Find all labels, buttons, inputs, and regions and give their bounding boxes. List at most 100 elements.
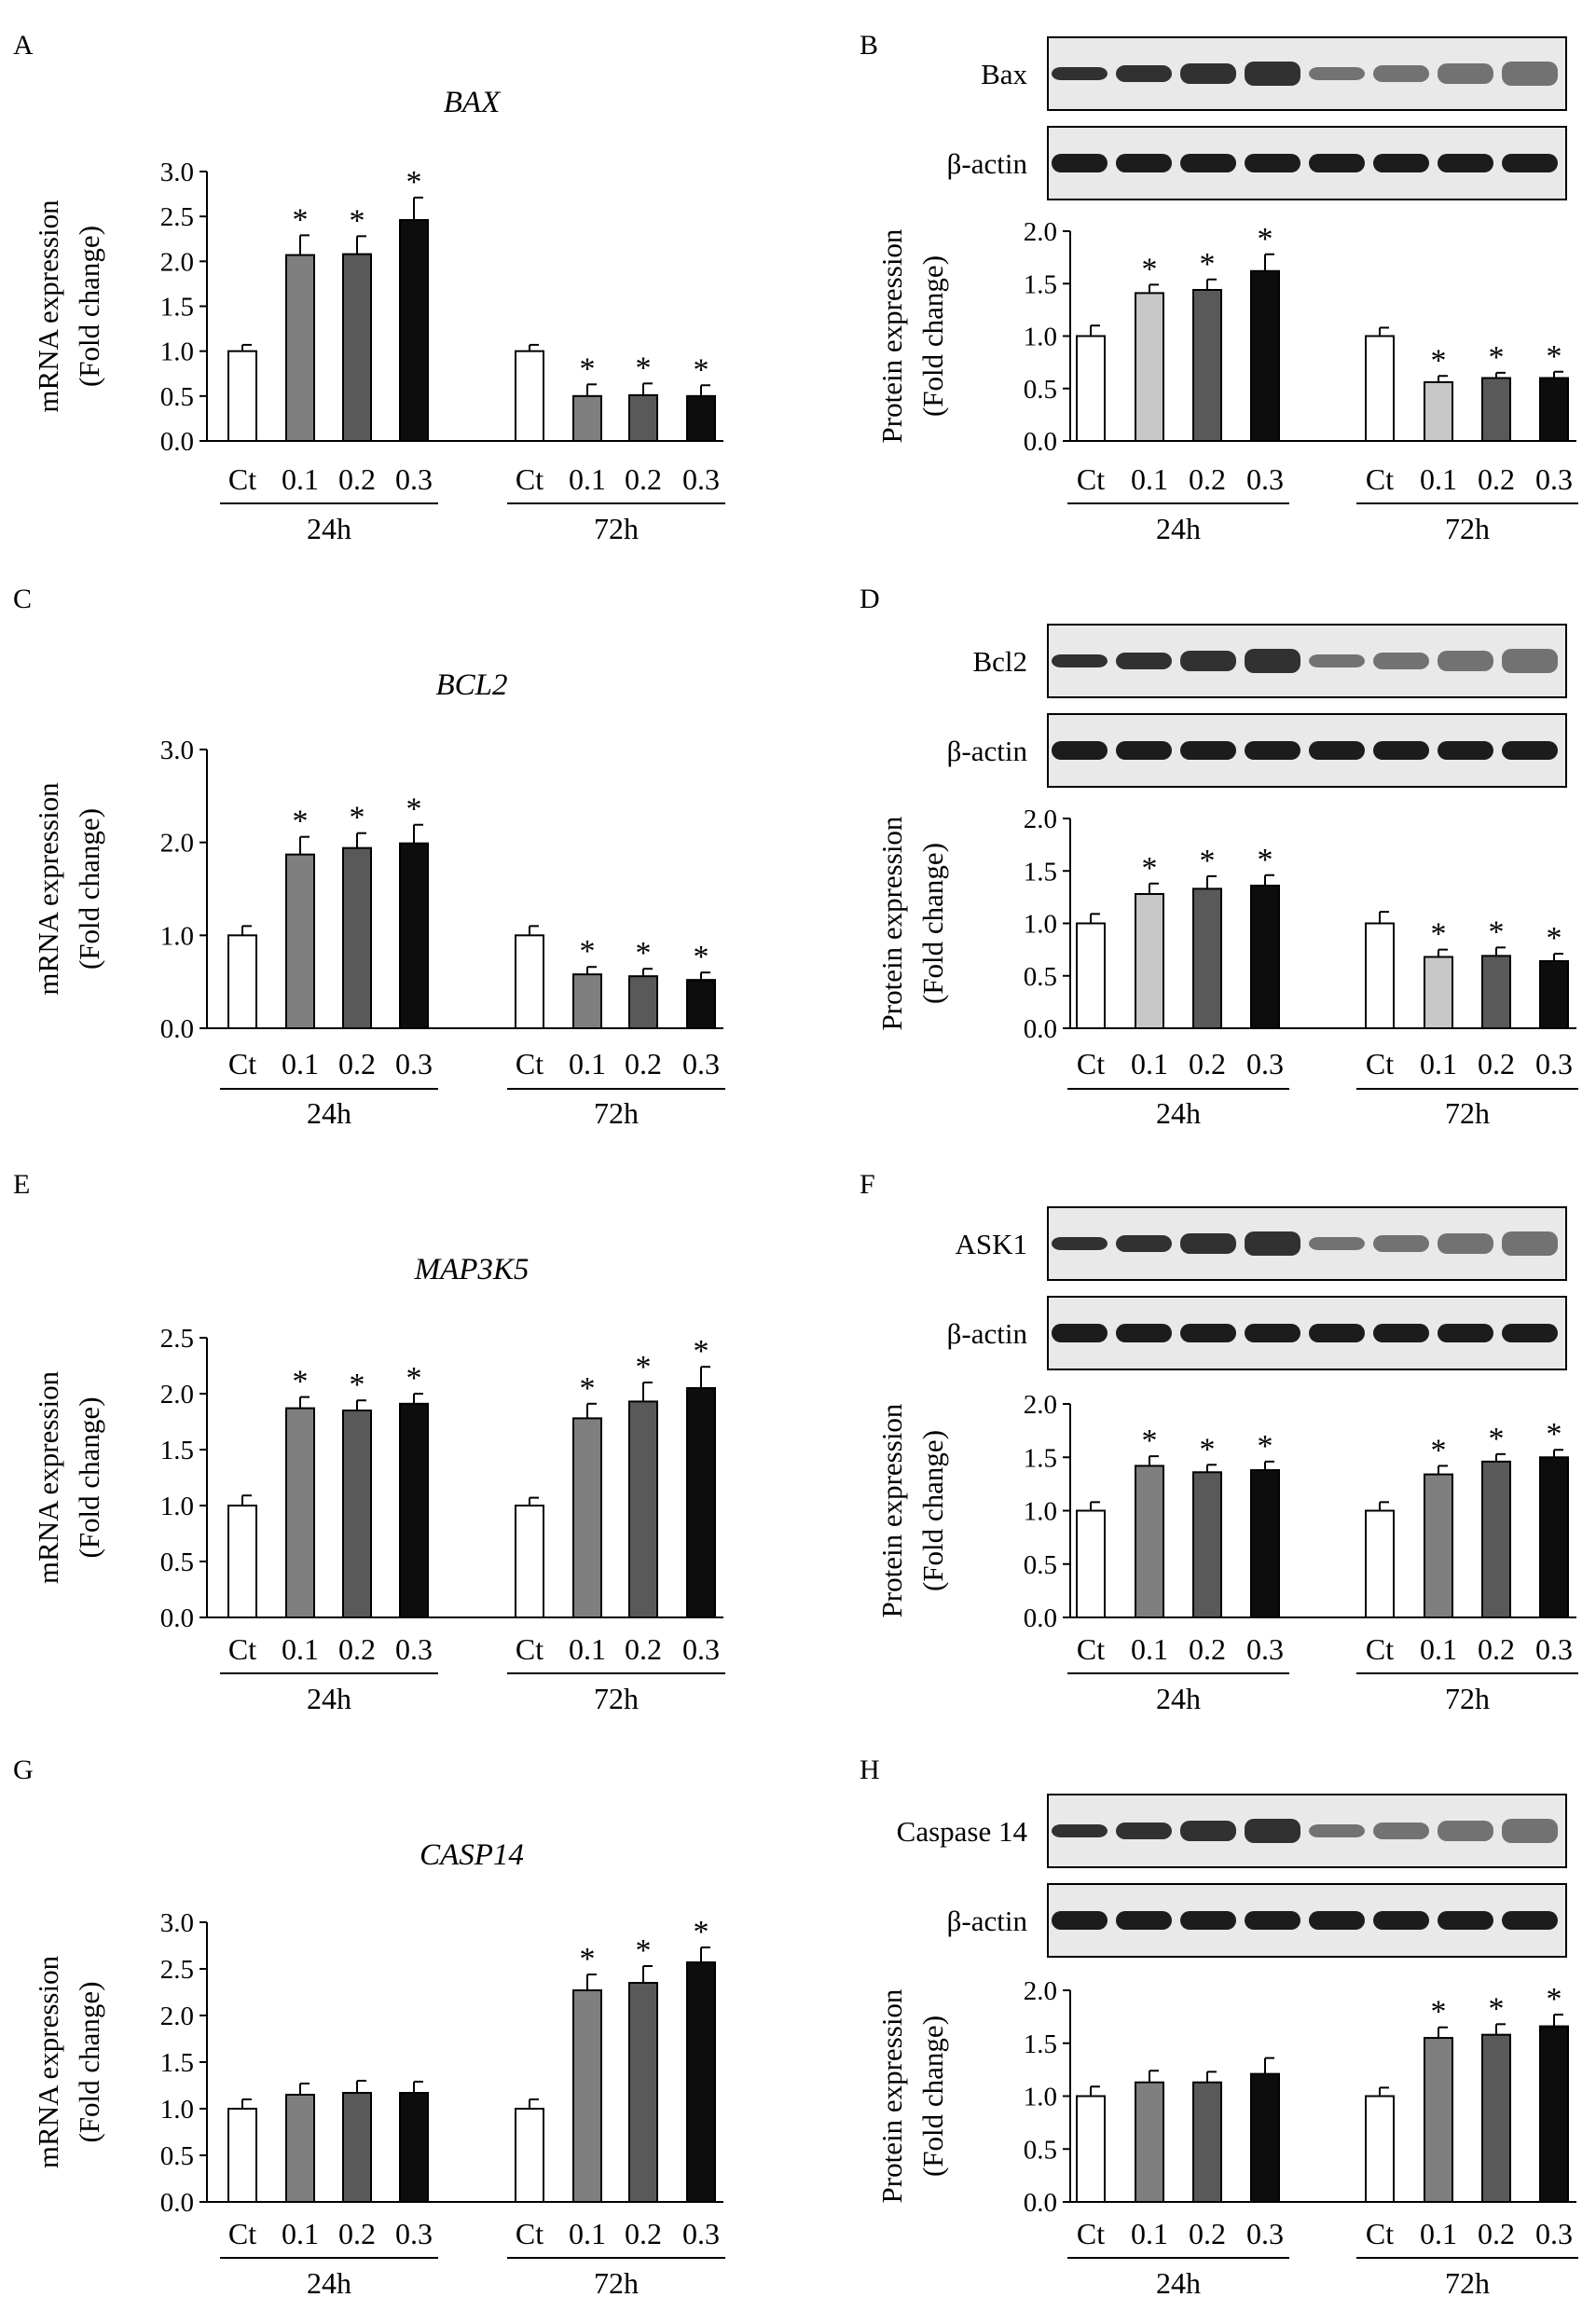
blot-band (1052, 67, 1108, 80)
blot-label: β-actin (947, 1905, 1028, 1937)
blot-band (1052, 1324, 1108, 1342)
category-label: Ct (516, 2217, 543, 2250)
bar (1539, 1456, 1569, 1618)
significance-star: * (1431, 1433, 1447, 1467)
significance-star: * (1489, 915, 1505, 949)
category-label: 0.3 (1535, 462, 1573, 496)
bar (1424, 1473, 1453, 1618)
category-label: 0.1 (1131, 462, 1168, 496)
blot-band (1373, 1911, 1429, 1930)
y-axis-label: mRNA expression (32, 199, 64, 413)
significance-star: * (350, 801, 365, 835)
bar (1192, 1471, 1222, 1619)
bar (1135, 2081, 1164, 2204)
category-label: Ct (1366, 2217, 1394, 2250)
blot-band (1245, 1819, 1300, 1843)
y-axis-label: (Fold change) (73, 1981, 105, 2142)
y-axis-label: mRNA expression (32, 1370, 64, 1584)
y-axis-label: (Fold change) (73, 808, 105, 970)
bar (1250, 1468, 1280, 1618)
blot-band (1180, 651, 1236, 671)
blot-band (1180, 1233, 1236, 1254)
panel-letter: G (13, 1754, 34, 1785)
significance-star: * (1258, 222, 1273, 256)
chart-title: BCL2 (435, 668, 507, 702)
category-label: 0.3 (395, 2217, 433, 2250)
group-label: 24h (307, 512, 351, 545)
category-label: 0.3 (395, 1632, 433, 1666)
significance-star: * (1431, 917, 1447, 952)
significance-star: * (636, 351, 652, 385)
blot-band (1373, 653, 1429, 669)
blot-band (1245, 1231, 1300, 1256)
blot-band (1116, 65, 1172, 82)
bar (227, 934, 257, 1029)
bar (342, 2092, 372, 2203)
category-label: 0.2 (625, 462, 662, 496)
y-axis-label: (Fold change) (73, 1396, 105, 1558)
category-label: 0.2 (625, 1632, 662, 1666)
blot-band (1052, 1911, 1108, 1930)
blot-band (1052, 741, 1108, 760)
category-label: 0.1 (282, 1632, 319, 1666)
category-label: 0.3 (395, 462, 433, 496)
panel-A: A BAX 0.0 0.5 1.0 1.5 2.0 2.5 3.0 mRNA expression… (13, 30, 725, 545)
category-label: 0.3 (1535, 2217, 1573, 2250)
category-label: 0.1 (1131, 1047, 1168, 1080)
blot-band (1309, 654, 1365, 667)
bar (342, 1410, 372, 1618)
bar (399, 219, 429, 442)
blot-band (1245, 649, 1300, 673)
significance-star: * (1547, 1982, 1562, 2016)
category-label: 0.3 (682, 1047, 720, 1080)
panel-letter: A (13, 30, 34, 61)
bar (1135, 893, 1164, 1029)
category-label: 0.2 (1478, 1047, 1515, 1080)
significance-star: * (636, 1350, 652, 1384)
bar (515, 934, 544, 1029)
y-axis-label: mRNA expression (32, 782, 64, 996)
y-tick-label: 1.0 (1024, 910, 1057, 940)
category-label: 0.2 (1189, 1632, 1226, 1666)
y-axis-label: (Fold change) (916, 2015, 949, 2177)
category-label: Ct (228, 1632, 256, 1666)
blot-band (1438, 1821, 1493, 1841)
blot-label: β-actin (947, 735, 1028, 767)
panel-letter: E (13, 1169, 30, 1200)
bar (686, 1387, 716, 1618)
bar (1424, 381, 1453, 442)
category-label: 0.2 (1189, 462, 1226, 496)
category-label: Ct (228, 2217, 256, 2250)
blot-label: Caspase 14 (897, 1815, 1028, 1848)
bar (515, 1505, 544, 1618)
significance-star: * (580, 934, 596, 969)
blot-band (1245, 62, 1300, 86)
bar (1076, 922, 1106, 1029)
y-tick-label: 1.0 (160, 1492, 194, 1521)
category-label: 0.2 (1478, 2217, 1515, 2250)
blot-band (1116, 653, 1172, 669)
y-tick-label: 2.0 (160, 2001, 194, 2031)
group-label: 24h (1156, 512, 1201, 545)
blot-band (1309, 154, 1365, 172)
significance-star: * (580, 1942, 596, 1976)
y-tick-label: 1.0 (160, 921, 194, 951)
significance-star: * (1142, 851, 1158, 886)
significance-star: * (293, 805, 309, 839)
category-label: Ct (516, 1632, 543, 1666)
category-label: Ct (516, 1047, 543, 1080)
blot-band (1373, 65, 1429, 82)
bar (1365, 1509, 1395, 1618)
group-label: 72h (594, 1682, 639, 1715)
bar (1365, 2095, 1395, 2203)
category-label: 0.3 (682, 462, 720, 496)
category-label: 0.1 (569, 1047, 606, 1080)
blot-band (1502, 62, 1558, 86)
bar (1481, 2033, 1511, 2203)
group-label: 72h (1445, 2266, 1490, 2300)
blot-band (1438, 1324, 1493, 1342)
bar (515, 2108, 544, 2203)
bar (1424, 956, 1453, 1029)
bar (1481, 955, 1511, 1029)
bar (686, 1961, 716, 2203)
